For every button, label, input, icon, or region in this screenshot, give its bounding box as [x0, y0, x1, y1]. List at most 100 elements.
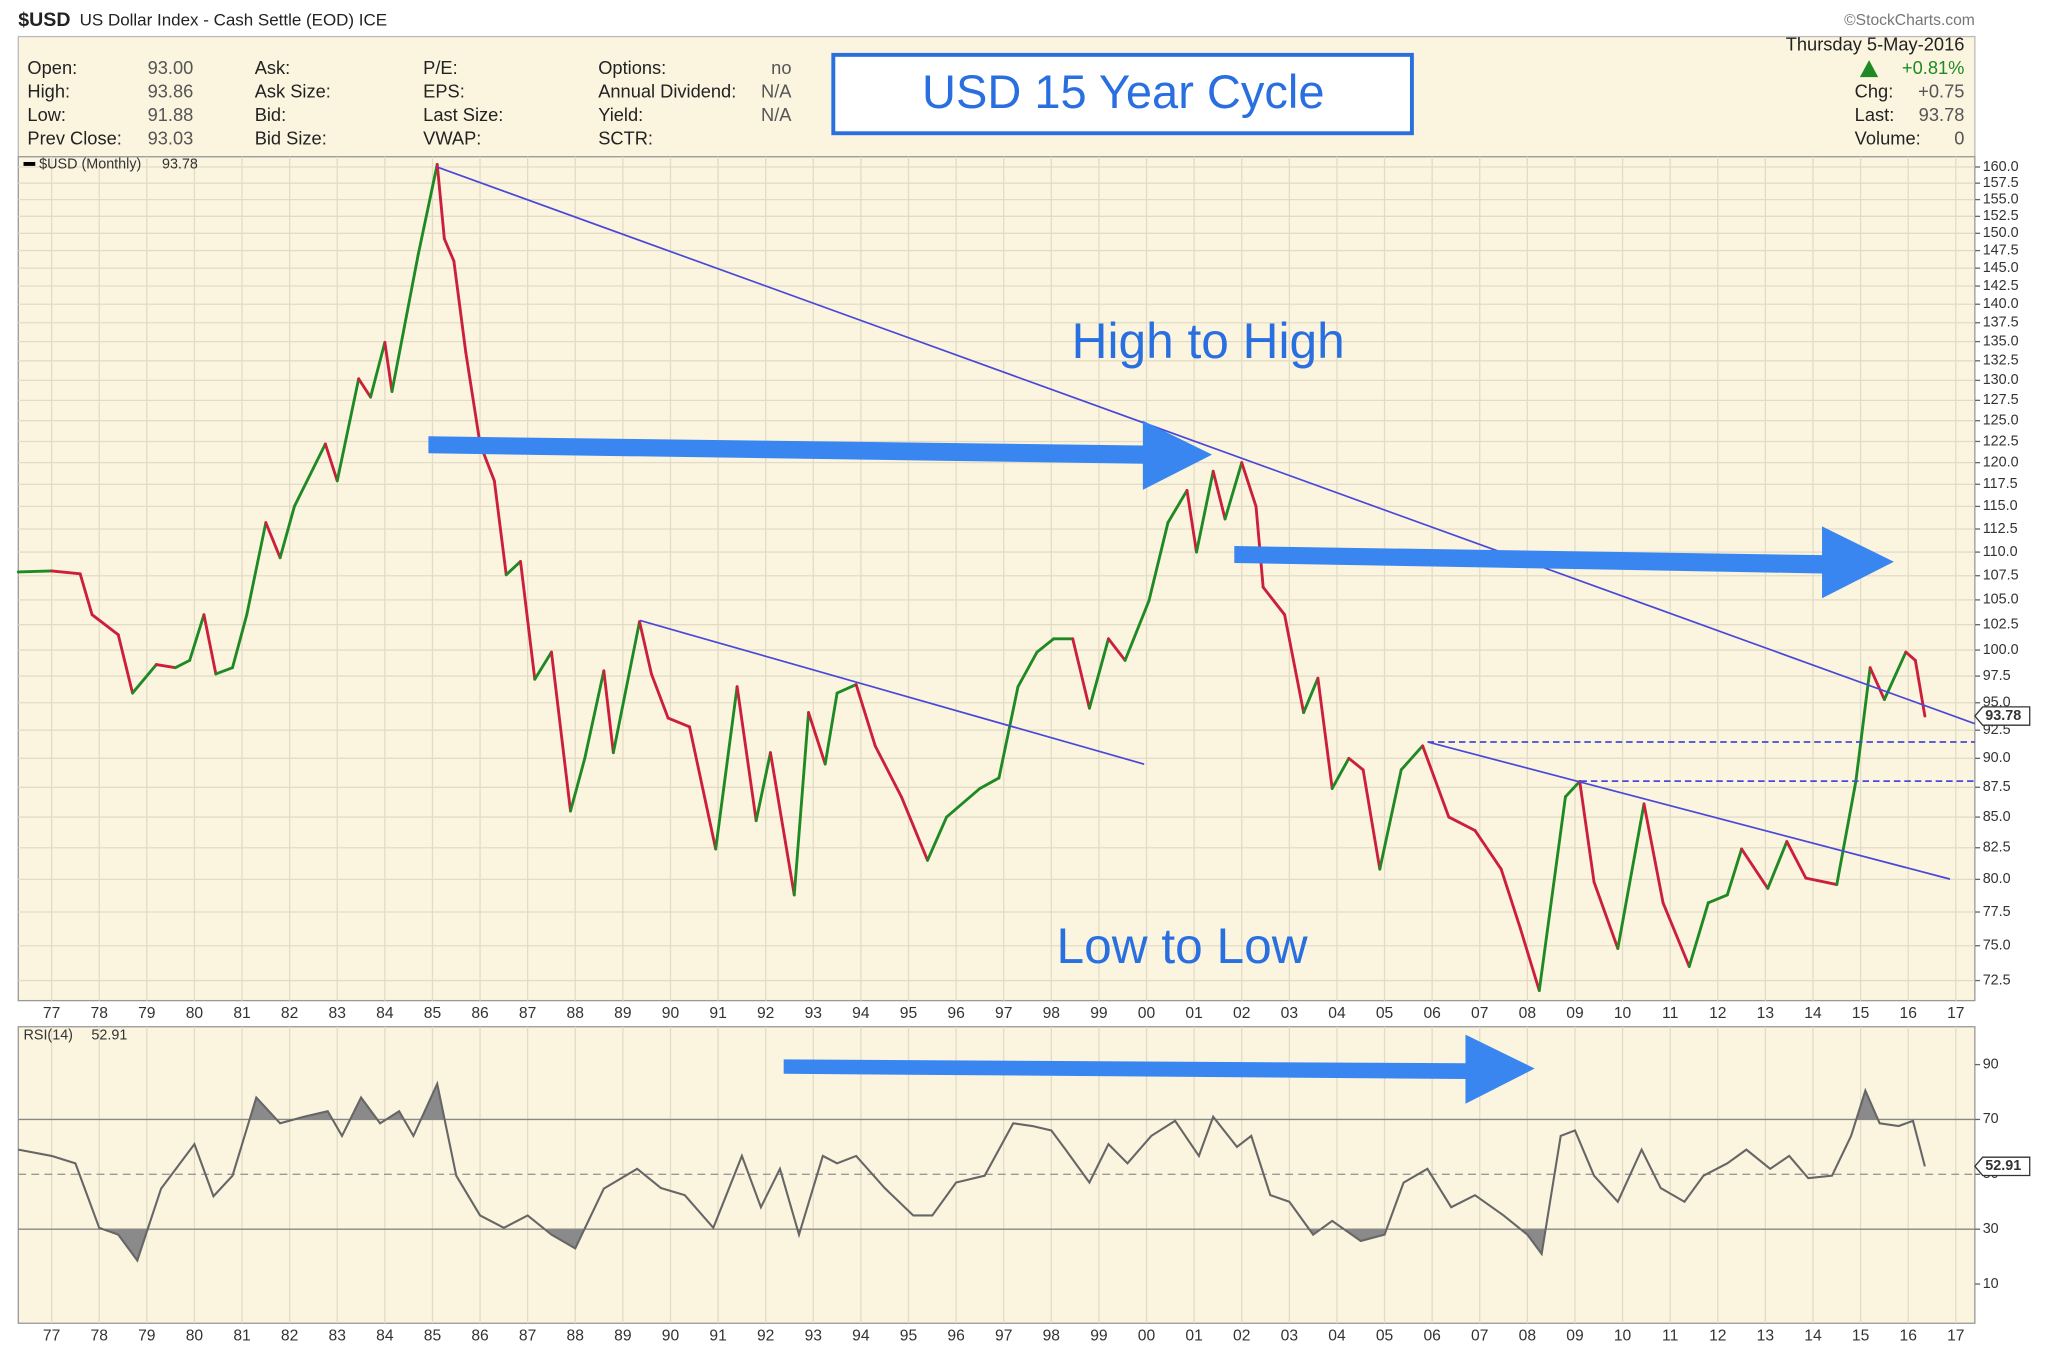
x-tick-label: 05	[1376, 1005, 1394, 1022]
x-tick-label: 84	[376, 1327, 394, 1344]
x-tick-label: 91	[709, 1327, 726, 1344]
price-segment	[1316, 676, 1334, 790]
price-segment	[873, 744, 903, 799]
trendline	[437, 166, 1976, 725]
price-segment	[823, 691, 839, 766]
x-tick-label: 04	[1328, 1005, 1346, 1022]
x-tick-label: 13	[1757, 1327, 1775, 1344]
x-tick-label: 94	[852, 1005, 870, 1022]
y-tick-label: 152.5	[1983, 208, 2019, 224]
quote-value: N/A	[761, 104, 792, 125]
x-tick-label: 78	[91, 1327, 109, 1344]
price-segment	[357, 377, 373, 399]
x-tick-label: 78	[91, 1005, 109, 1022]
price-segment	[1211, 469, 1227, 521]
arrow	[428, 420, 1213, 490]
value-tag	[1973, 706, 2031, 726]
x-tick-label: 06	[1423, 1327, 1441, 1344]
price-segment	[1166, 489, 1189, 525]
price-segment	[807, 711, 827, 766]
x-tick-label: 16	[1899, 1005, 1917, 1022]
price-segment	[154, 663, 177, 670]
legend-label: $USD (Monthly)	[39, 156, 141, 172]
price-segment	[926, 815, 949, 862]
price-segment	[452, 259, 468, 354]
x-tick-label: 80	[186, 1327, 204, 1344]
x-tick-label: 15	[1852, 1327, 1870, 1344]
value-tag-label: 93.78	[1985, 708, 2021, 724]
price-segment	[1804, 876, 1839, 886]
annotation-high: High to High	[1072, 313, 1345, 369]
y-tick-label: 150.0	[1983, 225, 2019, 241]
x-tick-label: 17	[1947, 1005, 1964, 1022]
price-segment	[1913, 658, 1927, 718]
y-tick-label: 127.5	[1983, 392, 2019, 408]
x-tick-label: 83	[329, 1005, 347, 1022]
x-tick-label: 83	[329, 1327, 347, 1344]
price-segment	[390, 253, 420, 393]
price-segment	[1302, 676, 1320, 714]
x-tick-label: 87	[519, 1005, 536, 1022]
price-segment	[769, 751, 796, 897]
x-tick-label: 01	[1185, 1327, 1202, 1344]
price-segment	[533, 650, 553, 681]
y-tick-label: 30	[1983, 1221, 1999, 1237]
price-segment	[1642, 802, 1665, 905]
x-tick-label: 89	[614, 1005, 631, 1022]
symbol: $USD	[18, 9, 70, 31]
x-tick-label: 82	[281, 1005, 298, 1022]
price-segment	[1378, 768, 1403, 871]
y-tick-label: 130.0	[1983, 372, 2019, 388]
y-tick-label: 110.0	[1983, 544, 2018, 560]
x-tick-label: 15	[1852, 1005, 1870, 1022]
x-tick-label: 14	[1804, 1005, 1822, 1022]
price-segment	[492, 479, 508, 577]
y-tick-label: 70	[1983, 1111, 1999, 1127]
x-tick-label: 85	[424, 1005, 442, 1022]
x-tick-label: 93	[805, 1327, 823, 1344]
price-segment	[1399, 744, 1425, 772]
x-tick-label: 07	[1471, 1005, 1488, 1022]
x-tick-label: 97	[995, 1005, 1012, 1022]
quote-value: N/A	[761, 81, 792, 102]
price-segment	[1147, 521, 1170, 603]
price-segment	[1473, 829, 1503, 871]
x-tick-label: 10	[1614, 1005, 1632, 1022]
price-segment	[1904, 650, 1917, 662]
trendlines	[437, 166, 1976, 880]
y-tick-label: 145.0	[1983, 260, 2019, 276]
x-tick-label: 00	[1138, 1327, 1156, 1344]
price-segment	[1087, 637, 1110, 710]
price-segment	[583, 669, 606, 760]
price-segment	[688, 725, 718, 851]
price-segment	[666, 716, 691, 729]
price-segment	[292, 442, 327, 508]
price-segment	[1785, 840, 1808, 880]
price-segment	[116, 633, 134, 695]
x-tick-label: 92	[757, 1005, 774, 1022]
x-tick-label: 77	[43, 1005, 60, 1022]
x-tick-label: 91	[709, 1005, 726, 1022]
price-segment	[1537, 795, 1567, 992]
x-tick-label: 11	[1662, 1005, 1678, 1022]
annotation-low: Low to Low	[1057, 918, 1308, 974]
price-segment	[278, 504, 296, 560]
price-segment	[550, 650, 572, 813]
x-tick-label: 90	[662, 1005, 680, 1022]
quote-label: P/E:	[423, 57, 458, 78]
quote-label: Annual Dividend:	[598, 81, 736, 102]
price-segment	[1283, 613, 1306, 714]
y-tick-label: 117.5	[1983, 476, 2018, 492]
quote-label: VWAP:	[423, 128, 481, 149]
x-tick-label: 88	[567, 1005, 585, 1022]
arrow	[783, 1034, 1535, 1104]
x-tick-label: 98	[1043, 1327, 1061, 1344]
x-tick-label: 79	[138, 1327, 155, 1344]
summary-label: Volume:	[1855, 128, 1921, 149]
quote-value: 91.88	[148, 104, 194, 125]
price-segment	[1361, 768, 1382, 871]
x-tick-label: 12	[1709, 1005, 1726, 1022]
price-segment	[323, 442, 339, 483]
x-tick-label: 96	[947, 1327, 965, 1344]
x-tick-label: 81	[233, 1327, 250, 1344]
